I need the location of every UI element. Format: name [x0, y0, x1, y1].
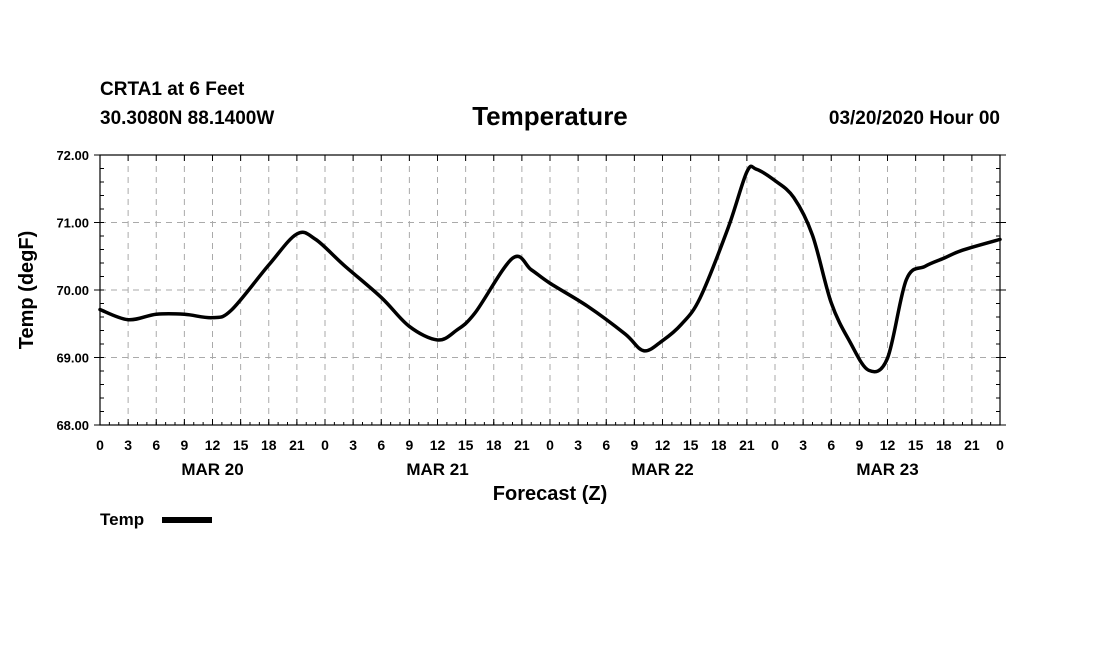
x-tick-label: 0 — [96, 437, 104, 453]
series-line-temp — [98, 164, 1002, 374]
date-label: MAR 20 — [181, 460, 243, 479]
x-tick-label: 6 — [377, 437, 385, 453]
x-tick-label: 6 — [152, 437, 160, 453]
x-tick-label: 3 — [799, 437, 807, 453]
x-tick-label: 0 — [321, 437, 329, 453]
x-tick-label: 6 — [827, 437, 835, 453]
date-label: MAR 22 — [631, 460, 693, 479]
axis-labels: 68.00 69.00 70.00 71.00 72.00 0 3 6 9 12 15 18 21 0 3 6… — [56, 148, 1004, 479]
datetime-label: 03/20/2020 Hour 00 — [829, 108, 1000, 129]
x-tick-label: 9 — [180, 437, 188, 453]
x-tick-label: 21 — [514, 437, 530, 453]
x-tick-label: 0 — [771, 437, 779, 453]
x-tick-label: 12 — [880, 437, 896, 453]
x-tick-label: 9 — [855, 437, 863, 453]
x-tick-label: 12 — [430, 437, 446, 453]
x-tick-label: 3 — [349, 437, 357, 453]
x-tick-label: 3 — [574, 437, 582, 453]
x-tick-label: 15 — [458, 437, 474, 453]
x-tick-label: 21 — [739, 437, 755, 453]
x-tick-label: 18 — [486, 437, 502, 453]
legend: Temp — [100, 510, 212, 529]
date-label: MAR 21 — [406, 460, 468, 479]
y-tick-label: 69.00 — [56, 351, 89, 366]
x-tick-label: 18 — [261, 437, 277, 453]
y-tick-label: 72.00 — [56, 148, 89, 163]
y-tick-label: 70.00 — [56, 283, 89, 298]
x-tick-label: 12 — [205, 437, 221, 453]
data-layer — [98, 164, 1002, 374]
x-tick-label: 15 — [908, 437, 924, 453]
x-tick-label: 3 — [124, 437, 132, 453]
x-tick-label: 6 — [602, 437, 610, 453]
x-tick-label: 21 — [964, 437, 980, 453]
x-tick-label: 0 — [996, 437, 1004, 453]
x-tick-label: 9 — [405, 437, 413, 453]
y-tick-label: 68.00 — [56, 418, 89, 433]
x-tick-label: 0 — [546, 437, 554, 453]
x-axis-title: Forecast (Z) — [493, 483, 607, 505]
x-tick-label: 18 — [936, 437, 952, 453]
y-axis-title: Temp (degF) — [16, 231, 38, 350]
x-tick-label: 9 — [630, 437, 638, 453]
x-tick-label: 15 — [683, 437, 699, 453]
station-label: CRTA1 at 6 Feet — [100, 79, 245, 100]
y-tick-label: 71.00 — [56, 216, 89, 231]
x-tick-label: 12 — [655, 437, 671, 453]
grid-lines — [100, 155, 1000, 425]
chart-title: Temperature — [472, 101, 628, 131]
x-tick-label: 15 — [233, 437, 249, 453]
legend-label: Temp — [100, 510, 144, 529]
x-tick-label: 21 — [289, 437, 305, 453]
x-tick-label: 18 — [711, 437, 727, 453]
plot-frame — [99, 154, 1001, 426]
location-label: 30.3080N 88.1400W — [100, 108, 274, 129]
date-label: MAR 23 — [856, 460, 918, 479]
